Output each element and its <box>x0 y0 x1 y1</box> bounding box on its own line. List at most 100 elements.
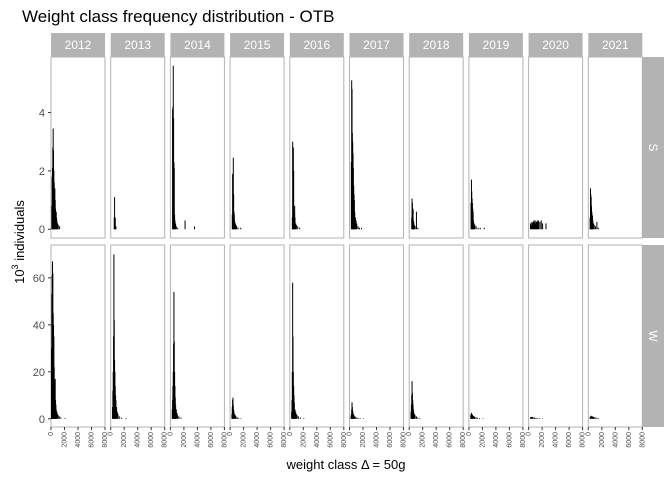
x-tick-label: 6000 <box>327 432 334 448</box>
bar-S-2018 <box>413 221 415 230</box>
bar-W-2020 <box>536 418 538 419</box>
bar-S-2021 <box>592 220 594 230</box>
bar-W-2016 <box>299 417 301 419</box>
y-axis-title-rest: individuals <box>12 200 27 265</box>
bar-S-2015 <box>237 227 239 230</box>
bar-S-2015 <box>232 157 234 230</box>
x-tick-label: 4000 <box>433 432 440 448</box>
bar-W-2018 <box>417 417 419 419</box>
bar-S-2017 <box>357 226 359 230</box>
bar-W-2013 <box>115 399 117 419</box>
bar-W-2015 <box>240 418 242 419</box>
facet-strip-2020 <box>528 33 583 57</box>
bar-S-2020 <box>539 221 541 230</box>
facet-strip-2021 <box>588 33 643 57</box>
x-tick-label: 2000 <box>62 432 69 448</box>
bar-S-2019 <box>473 223 475 230</box>
bar-W-2020 <box>535 417 537 419</box>
bar-S-2020 <box>545 223 547 230</box>
bar-W-2021 <box>591 416 592 419</box>
x-tick-label: 2000 <box>360 432 367 448</box>
facet-strip-2018 <box>409 33 464 57</box>
bar-W-2017 <box>363 418 364 419</box>
panel-W-2021 <box>587 244 643 428</box>
bar-W-2016 <box>294 409 296 419</box>
bar-W-2021 <box>593 417 595 419</box>
facet-strip-label-2021: 2021 <box>602 38 629 52</box>
bar-S-2017 <box>358 227 360 230</box>
bar-S-2018 <box>415 211 417 230</box>
bar-W-2020 <box>531 416 533 419</box>
bar-S-2016 <box>299 227 301 230</box>
bar-W-2016 <box>295 411 297 419</box>
bar-S-2017 <box>354 211 356 230</box>
panel-W-2017 <box>349 244 404 428</box>
x-tick-label: 0 <box>585 432 592 436</box>
chart-title: Weight class frequency distribution - OT… <box>22 7 334 26</box>
panel-W-2020 <box>528 244 584 428</box>
bar-S-2017 <box>360 227 362 230</box>
bar-S-2017 <box>354 217 356 230</box>
bar-S-2017 <box>356 223 358 230</box>
x-tick-label: 2000 <box>300 432 307 448</box>
bar-S-2021 <box>597 227 599 230</box>
bar-S-2013 <box>114 197 116 230</box>
bar-S-2020 <box>537 221 539 230</box>
x-tick-label: 8000 <box>639 432 646 448</box>
bar-W-2015 <box>235 416 237 419</box>
panel-S-2021 <box>587 56 643 239</box>
bar-S-2016 <box>295 223 297 230</box>
x-axis-title: weight class Δ = 50g <box>286 457 406 472</box>
bar-W-2015 <box>238 418 240 419</box>
bar-W-2015 <box>233 411 235 419</box>
x-tick-label: 4000 <box>374 432 381 448</box>
x-tick-label: 4000 <box>612 432 619 448</box>
panel-W-2015 <box>229 244 285 428</box>
x-tick-label: 6000 <box>208 432 215 448</box>
bar-W-2019 <box>479 418 481 419</box>
bar-W-2017 <box>359 418 361 419</box>
x-tick-label: 4000 <box>553 432 560 448</box>
bar-W-2012 <box>56 411 58 419</box>
bar-W-2017 <box>353 415 355 419</box>
bar-S-2016 <box>295 224 297 230</box>
bar-S-2015 <box>240 227 242 230</box>
x-tick-label: 0 <box>287 432 294 436</box>
bar-W-2013 <box>125 418 127 419</box>
bar-S-2020 <box>531 223 533 230</box>
bar-W-2020 <box>529 417 531 419</box>
bar-W-2019 <box>475 417 477 419</box>
x-tick-label: 8000 <box>460 432 467 448</box>
bar-S-2016 <box>297 226 299 230</box>
facet-panels: 2012 2013 2014 2015 2016 2017 2018 2019 2020 2021… <box>50 33 664 428</box>
bar-W-2017 <box>354 416 356 419</box>
x-tick-label: 8000 <box>401 432 408 448</box>
bar-W-2017 <box>354 416 356 419</box>
bar-W-2018 <box>413 414 415 419</box>
bar-S-2020 <box>535 223 537 230</box>
bar-S-2012 <box>56 220 58 230</box>
bar-W-2014 <box>178 416 180 419</box>
bar-W-2013 <box>117 414 119 419</box>
bar-W-2021 <box>592 416 594 419</box>
y-axis-title: 103 individuals <box>10 200 27 284</box>
bar-W-2019 <box>482 418 484 419</box>
bar-S-2020 <box>531 221 533 230</box>
bar-S-2019 <box>475 226 477 230</box>
x-tick-label: 8000 <box>341 432 348 448</box>
panel-S-2018 <box>408 56 464 239</box>
x-tick-label: 4000 <box>254 432 261 448</box>
bar-W-2019 <box>474 416 476 419</box>
panel-W-2013 <box>110 244 166 428</box>
bar-S-2013 <box>115 226 117 230</box>
panel-S-2014 <box>169 56 225 239</box>
bar-S-2015 <box>234 223 236 230</box>
x-tick-label: 4000 <box>135 432 142 448</box>
x-tick-label: 2000 <box>181 432 188 448</box>
x-tick-label: 2000 <box>121 432 128 448</box>
x-tick-label: 0 <box>466 432 473 436</box>
y-tick-label: 4 <box>39 107 45 119</box>
bar-W-2016 <box>293 402 295 419</box>
y-tick-label: 40 <box>33 320 45 332</box>
panel-S-2016 <box>289 56 345 239</box>
